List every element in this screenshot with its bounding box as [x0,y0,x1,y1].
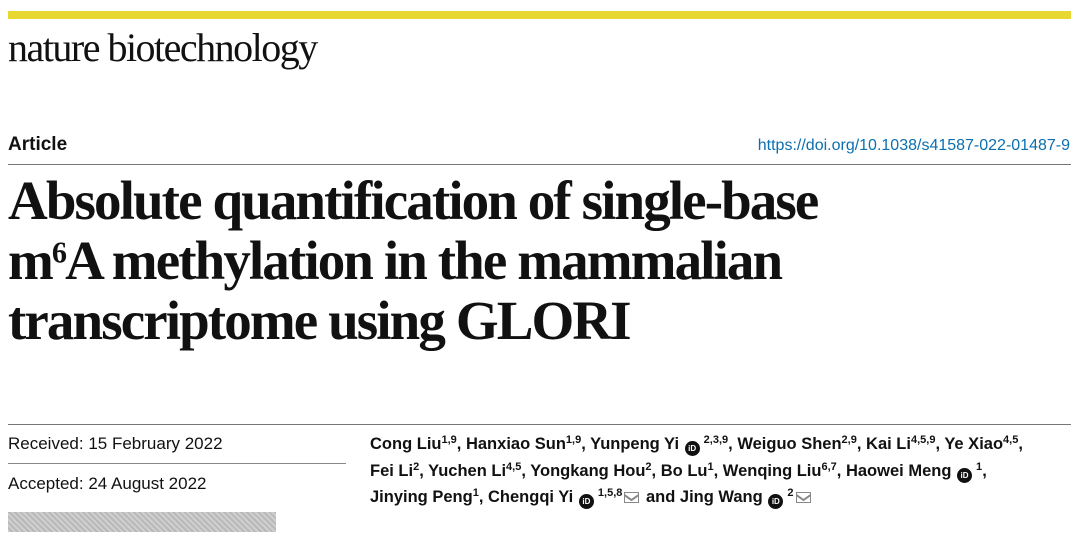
author-affiliation: 2 [784,487,794,499]
author-separator: , [651,461,657,480]
doi-link[interactable]: https://doi.org/10.1038/s41587-022-01487… [757,137,1070,154]
author-affiliation: 6,7 [821,460,837,473]
author-name[interactable]: Wenqing Liu [722,461,822,480]
obscured-content-placeholder [8,512,276,532]
article-type-label: Article [8,134,68,155]
author-name[interactable]: Jing Wang [679,488,763,506]
author-separator: , [581,435,586,453]
envelope-icon[interactable] [795,492,811,503]
author-line-1: Cong Liu1,9, Hanxiao Sun1,9, Yunpeng Yi … [370,431,1075,458]
author-name[interactable]: Ye Xiao [944,435,1004,453]
article-title: Absolute quantification of single-base m… [8,171,1068,351]
accepted-date: Accepted: 24 August 2022 [8,474,207,493]
title-line-2: m6A methylation in the mammalian [8,231,1068,291]
author-affiliation: 2,9 [841,434,857,446]
author-name[interactable]: Weiguo Shen [737,435,842,453]
author-separator: , [521,461,526,480]
orcid-icon[interactable]: iD [578,494,594,509]
author-line-2: Fei Li2, Yuchen Li4,5, Yongkang Hou2, Bo… [370,458,1075,485]
journal-accent-bar [8,11,1071,19]
author-separator: , [713,461,719,480]
orcid-icon[interactable]: iD [684,441,700,456]
title-line-2-rest: A methylation in the mammalian [65,230,783,291]
author-name[interactable]: Jinying Peng [370,488,473,506]
journal-name[interactable]: nature biotechnology [8,25,318,70]
author-line-3: Jinying Peng1, Chengqi Yi iD 1,5,8 and J… [370,484,1075,511]
orcid-icon[interactable]: iD [957,467,972,483]
author-affiliation: 4,5 [506,460,522,473]
author-name[interactable]: Yongkang Hou [530,461,646,480]
author-separator: , [419,461,424,480]
author-separator: , [856,435,862,453]
author-affiliation: 1,9 [441,434,457,446]
author-name[interactable]: Fei Li [370,461,414,480]
envelope-icon[interactable] [624,492,640,503]
title-m: m [8,230,54,291]
author-separator: , [836,461,842,480]
author-affiliation: 2,3,9 [700,434,729,446]
orcid-icon[interactable]: iD [768,494,784,509]
author-separator: , [728,435,733,453]
author-name[interactable]: Cong Liu [370,435,442,453]
author-name[interactable]: Yuchen Li [428,461,507,480]
author-list: Cong Liu1,9, Hanxiao Sun1,9, Yunpeng Yi … [370,431,1075,511]
author-name[interactable]: Chengqi Yi [488,488,574,506]
author-affiliation: 1,5,8 [594,487,623,499]
author-separator: , [478,488,484,506]
author-affiliation: 4,5,9 [910,434,936,446]
title-line-1: Absolute quantification of single-base [8,170,819,231]
author-name[interactable]: Haowei Meng [845,461,952,480]
author-separator: , [1018,435,1023,453]
author-separator: , [982,461,987,480]
author-affiliation: 1 [973,460,983,473]
author-separator: , [935,435,941,453]
author-conjunction: and [641,488,680,506]
author-affiliation: 2 [645,460,652,473]
author-affiliation: 2 [413,460,420,473]
author-affiliation: 1 [472,487,479,499]
header-divider [8,164,1071,165]
meta-divider [8,424,1071,425]
author-name[interactable]: Bo Lu [660,461,708,480]
author-affiliation: 4,5 [1003,434,1019,446]
author-name[interactable]: Hanxiao Sun [465,435,566,453]
title-line-3: transcriptome using GLORI [8,290,632,351]
author-name[interactable]: Yunpeng Yi [590,435,680,453]
received-date: Received: 15 February 2022 [8,424,346,464]
author-name[interactable]: Kai Li [866,435,911,453]
title-superscript-6: 6 [51,235,67,270]
author-affiliation: 1 [707,460,714,473]
author-affiliation: 1,9 [565,434,582,446]
dates-block: Received: 15 February 2022 Accepted: 24 … [8,424,346,503]
author-separator: , [456,435,462,453]
